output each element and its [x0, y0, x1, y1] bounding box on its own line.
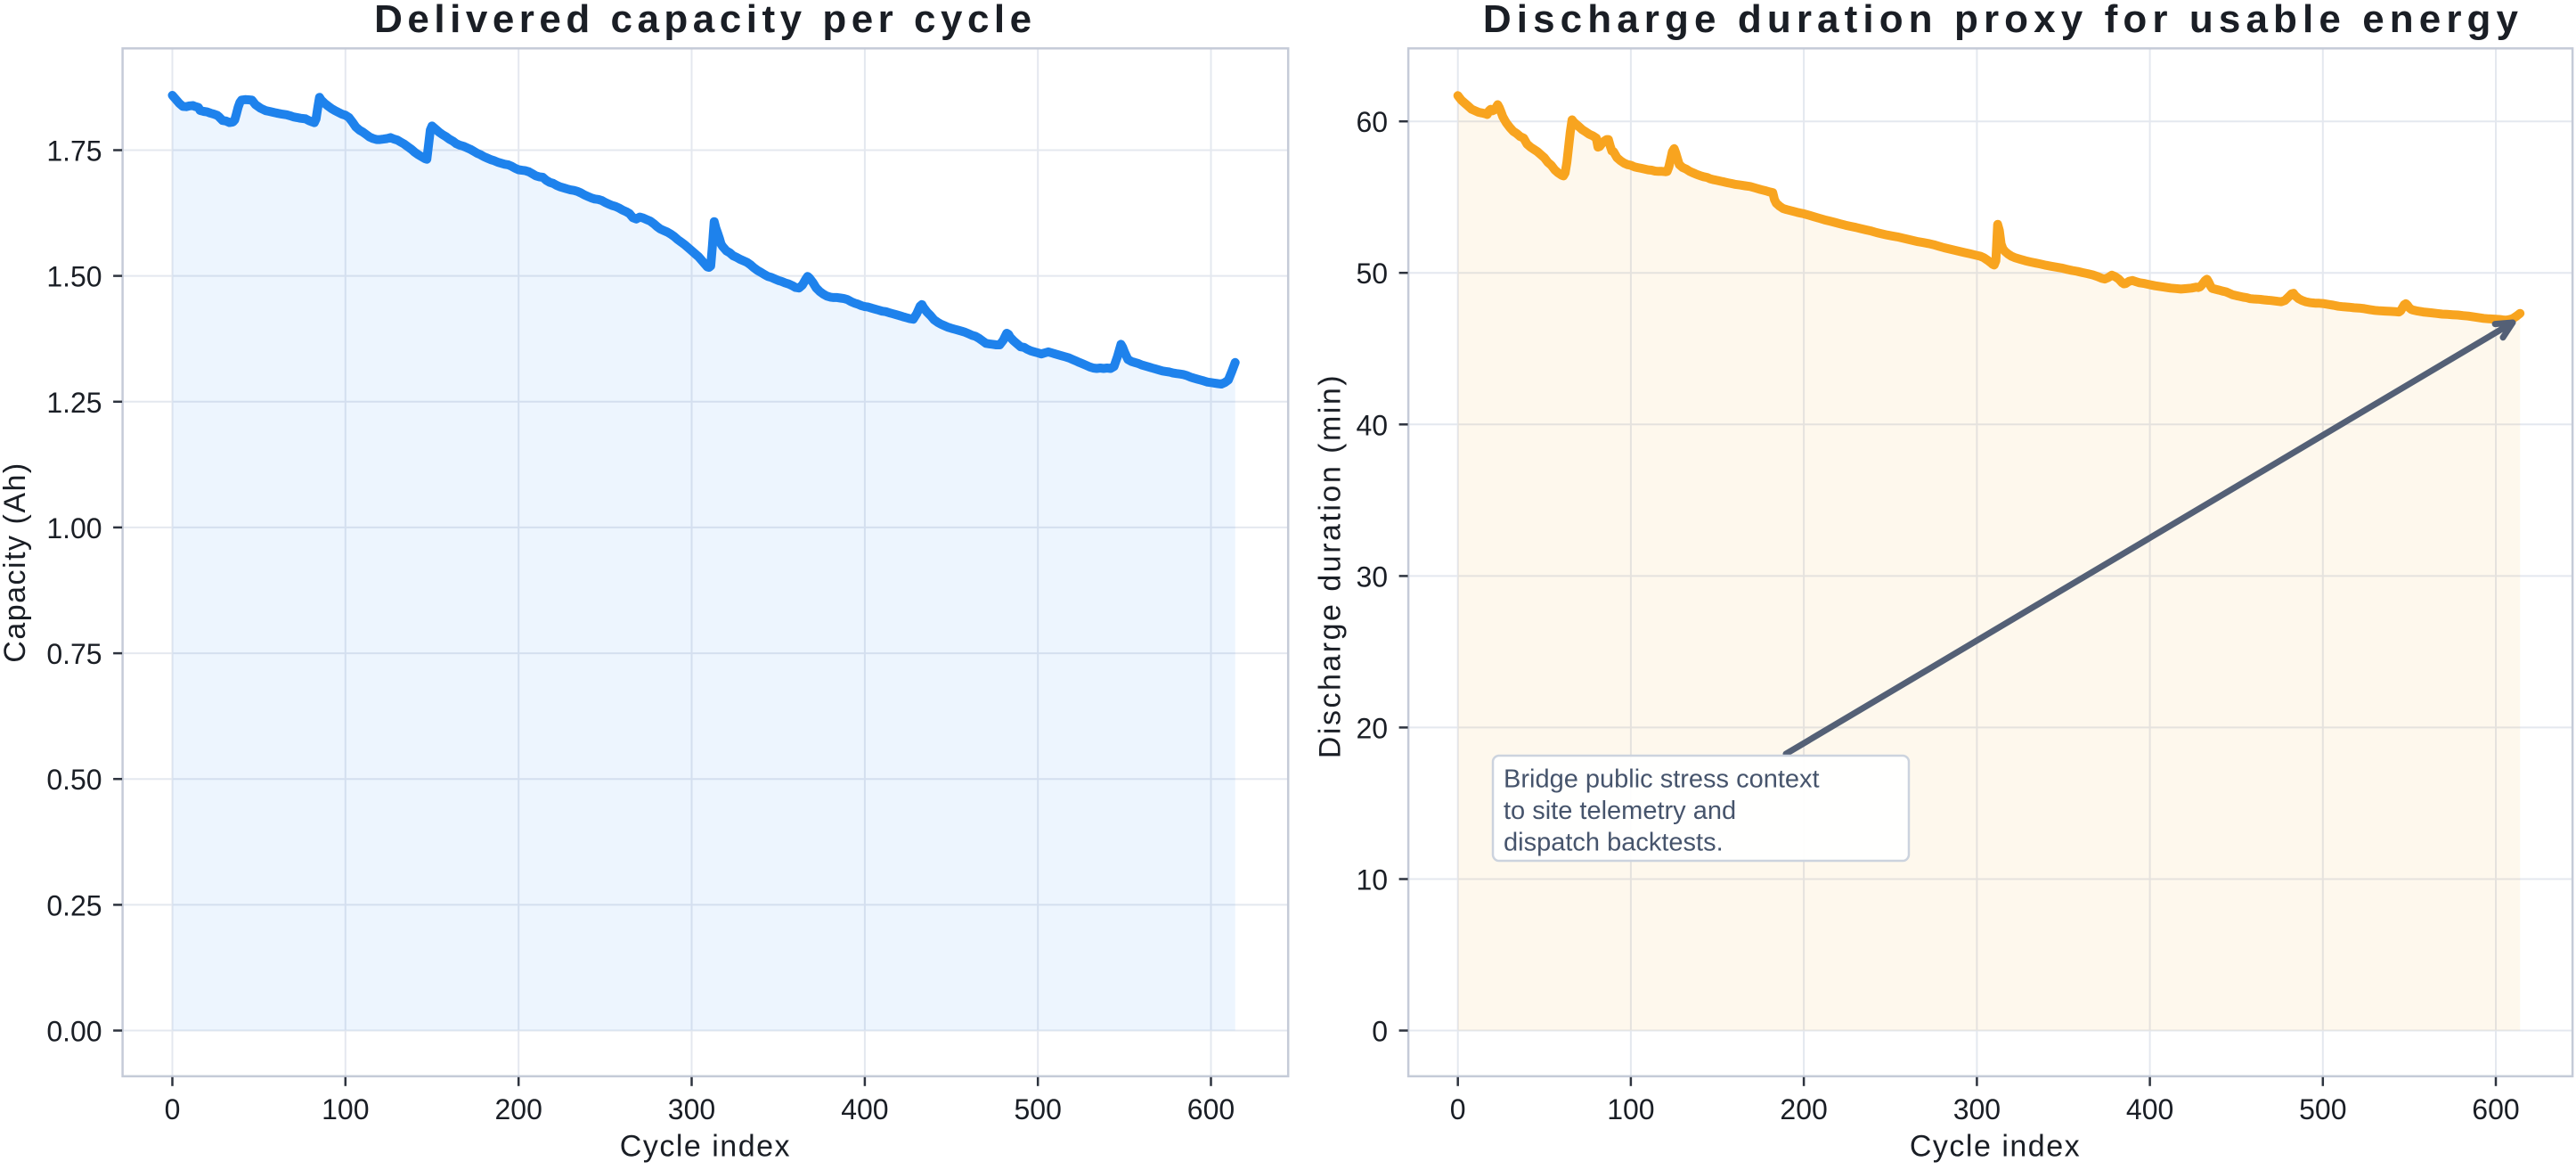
svg-text:600: 600	[2472, 1093, 2519, 1125]
svg-text:100: 100	[1607, 1093, 1654, 1125]
svg-text:0.00: 0.00	[46, 1016, 102, 1048]
svg-text:600: 600	[1187, 1093, 1235, 1125]
svg-text:Bridge public stress context: Bridge public stress context	[1504, 765, 1820, 794]
svg-text:60: 60	[1357, 106, 1389, 138]
svg-text:0: 0	[165, 1093, 181, 1125]
svg-text:200: 200	[1780, 1093, 1827, 1125]
svg-text:50: 50	[1357, 258, 1389, 290]
svg-text:100: 100	[322, 1093, 369, 1125]
svg-text:300: 300	[1953, 1093, 2001, 1125]
svg-text:Cycle index: Cycle index	[620, 1130, 791, 1164]
svg-text:0: 0	[1372, 1016, 1388, 1048]
svg-text:Discharge duration (min): Discharge duration (min)	[1314, 373, 1348, 758]
svg-text:500: 500	[2299, 1093, 2346, 1125]
svg-text:1.75: 1.75	[46, 135, 102, 168]
svg-text:Cycle index: Cycle index	[1910, 1130, 2081, 1164]
svg-text:30: 30	[1357, 560, 1389, 593]
svg-text:200: 200	[495, 1093, 542, 1125]
svg-text:1.50: 1.50	[46, 261, 102, 293]
svg-text:Discharge duration proxy for u: Discharge duration proxy for usable ener…	[1483, 0, 2523, 41]
svg-text:0.25: 0.25	[46, 889, 102, 921]
svg-text:Delivered capacity per cycle: Delivered capacity per cycle	[374, 0, 1036, 41]
svg-text:20: 20	[1357, 712, 1389, 744]
svg-text:1.00: 1.00	[46, 512, 102, 544]
svg-text:300: 300	[668, 1093, 715, 1125]
svg-text:40: 40	[1357, 409, 1389, 441]
svg-text:1.25: 1.25	[46, 387, 102, 419]
svg-text:400: 400	[841, 1093, 888, 1125]
svg-text:0.50: 0.50	[46, 764, 102, 796]
svg-text:0: 0	[1450, 1093, 1466, 1125]
svg-text:Capacity (Ah): Capacity (Ah)	[0, 462, 32, 662]
svg-text:0.75: 0.75	[46, 638, 102, 670]
svg-text:500: 500	[1015, 1093, 1062, 1125]
svg-text:dispatch backtests.: dispatch backtests.	[1504, 829, 1724, 857]
svg-text:400: 400	[2126, 1093, 2173, 1125]
svg-text:to site telemetry and: to site telemetry and	[1504, 797, 1736, 825]
svg-text:10: 10	[1357, 864, 1389, 896]
